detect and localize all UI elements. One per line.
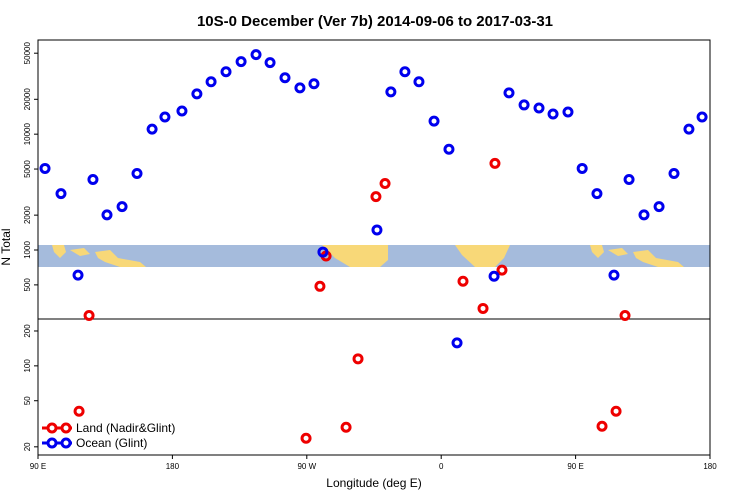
y-tick-label: 50000: [23, 42, 32, 65]
y-tick-label: 1000: [23, 241, 32, 259]
data-point: [300, 432, 312, 444]
data-point: [385, 86, 397, 98]
data-point: [191, 88, 203, 100]
x-tick-label: 180: [703, 462, 717, 471]
land: [52, 245, 146, 267]
data-point: [413, 76, 425, 88]
data-point: [55, 188, 67, 200]
data-point: [371, 224, 383, 236]
data-point: [608, 269, 620, 281]
x-tick-label: 90 E: [30, 462, 46, 471]
data-point: [235, 56, 247, 68]
plot-frame: [37, 39, 711, 456]
data-point: [518, 99, 530, 111]
legend: Land (Nadir&Glint)Ocean (Glint): [42, 421, 175, 450]
data-point: [294, 82, 306, 94]
data-point: [443, 143, 455, 155]
data-point: [83, 310, 95, 322]
y-tick-label: 50: [23, 396, 32, 405]
data-point: [131, 167, 143, 179]
data-point: [370, 191, 382, 203]
data-point: [72, 269, 84, 281]
legend-label: Land (Nadir&Glint): [76, 421, 175, 435]
x-tick-label: 90 W: [297, 462, 316, 471]
land: [455, 245, 510, 267]
data-point: [116, 201, 128, 213]
data-point: [683, 123, 695, 135]
y-axis-label: N Total: [0, 228, 13, 265]
data-point: [496, 264, 508, 276]
data-point: [489, 157, 501, 169]
data-point: [503, 87, 515, 99]
land: [322, 245, 388, 267]
data-point: [308, 78, 320, 90]
legend-marker: [60, 422, 72, 434]
data-point: [352, 353, 364, 365]
x-axis-label: Longitude (deg E): [326, 476, 421, 490]
y-tick-label: 500: [23, 278, 32, 292]
data-point: [264, 57, 276, 69]
data-point: [696, 111, 708, 123]
data-point: [317, 246, 329, 258]
data-point: [379, 178, 391, 190]
y-tick-label: 200: [23, 324, 32, 338]
legend-marker: [46, 437, 58, 449]
data-point: [638, 209, 650, 221]
chart-title: 10S-0 December (Ver 7b) 2014-09-06 to 20…: [197, 13, 553, 30]
y-tick-label: 2000: [23, 206, 32, 224]
data-point: [279, 72, 291, 84]
data-point: [477, 302, 489, 314]
data-point: [668, 167, 680, 179]
data-point: [653, 201, 665, 213]
data-point: [623, 174, 635, 186]
x-tick-label: 0: [439, 462, 444, 471]
data-point: [619, 310, 631, 322]
data-point: [428, 115, 440, 127]
legend-marker: [46, 422, 58, 434]
data-point: [146, 123, 158, 135]
data-point: [596, 420, 608, 432]
data-point: [591, 188, 603, 200]
data-point: [547, 108, 559, 120]
data-point: [220, 66, 232, 78]
data-point: [457, 275, 469, 287]
y-tick-label: 100: [23, 359, 32, 373]
legend-marker: [60, 437, 72, 449]
legend-label: Ocean (Glint): [76, 436, 147, 450]
data-point: [610, 405, 622, 417]
data-point: [39, 162, 51, 174]
data-point: [176, 105, 188, 117]
data-point: [205, 76, 217, 88]
data-point: [73, 405, 85, 417]
data-point: [562, 106, 574, 118]
data-point: [488, 270, 500, 282]
data-point: [399, 66, 411, 78]
data-point: [576, 162, 588, 174]
y-tick-label: 10000: [23, 122, 32, 145]
data-point: [340, 421, 352, 433]
y-tick-label: 5000: [23, 160, 32, 178]
y-tick-label: 20: [23, 442, 32, 451]
y-tick-label: 20000: [23, 88, 32, 111]
data-point: [314, 280, 326, 292]
data-point: [451, 337, 463, 349]
map-strip: [38, 245, 710, 267]
land: [590, 245, 684, 267]
data-point: [159, 111, 171, 123]
x-tick-label: 180: [166, 462, 180, 471]
data-point: [87, 174, 99, 186]
data-point: [101, 209, 113, 221]
x-tick-label: 90 E: [567, 462, 583, 471]
data-point: [533, 102, 545, 114]
data-point: [250, 49, 262, 61]
